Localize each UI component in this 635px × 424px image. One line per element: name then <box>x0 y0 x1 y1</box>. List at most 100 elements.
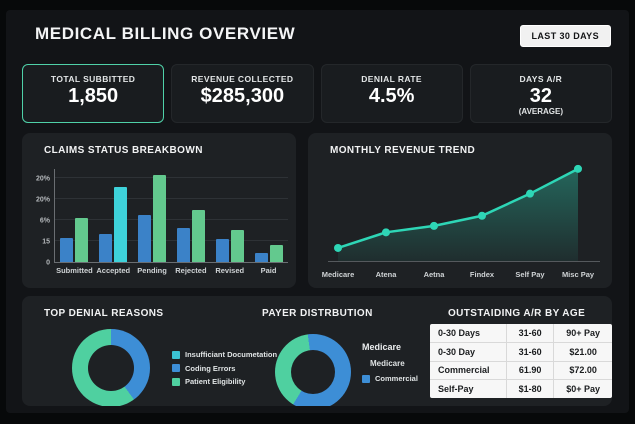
gridline <box>55 198 288 199</box>
kpi-subtext: (AVERAGE) <box>518 107 564 116</box>
table-cell: 0-30 Day <box>430 342 507 362</box>
table-cell: 31-60 <box>506 324 555 343</box>
kpi-label: DENIAL RATE <box>361 74 422 84</box>
x-axis-label: Rejected <box>175 266 207 275</box>
bar <box>153 175 167 262</box>
bar-group: Rejected <box>171 169 210 275</box>
legend-item: Commercial <box>362 372 418 386</box>
payer-distribution-donut <box>275 334 351 406</box>
table-cell: 0-30 Days <box>430 324 507 343</box>
bottom-panel: TOP DENIAL REASONS Insufficiant Documeta… <box>22 296 612 406</box>
table-row: Self-Pay $1-80 $0+ Pay <box>430 379 612 398</box>
y-tick-label: 20% <box>35 196 50 204</box>
bar <box>75 218 89 262</box>
table-cell: $1-80 <box>506 379 555 398</box>
bar-group: Paid <box>249 169 288 275</box>
payer-distribution-title: PAYER DISTRBUTION <box>262 308 373 319</box>
bar <box>191 210 205 262</box>
x-axis-label: Accepted <box>96 266 131 275</box>
x-axis-label: Pending <box>137 266 167 275</box>
bar <box>114 186 128 262</box>
data-point <box>478 211 486 220</box>
claims-status-title: CLAIMS STATUS BREAKBOWN <box>44 145 203 156</box>
payer-label-medicare-2: Medicare <box>370 359 405 368</box>
bar <box>176 227 190 262</box>
kpi-label: DAYS A/R <box>519 74 563 84</box>
x-axis-label: Medicare <box>321 270 355 279</box>
claims-y-axis: 0 15 6% 20% 20% <box>26 169 50 267</box>
kpi-value: $285,300 <box>200 85 285 107</box>
bar <box>269 244 283 262</box>
revenue-trend-title: MONTHLY REVENUE TREND <box>330 145 476 156</box>
claims-status-panel: CLAIMS STATUS BREAKBOWN 0 15 6% 20% 20% Subm… <box>22 133 296 288</box>
table-cell: $0+ Pay <box>566 384 601 394</box>
table-cell: 90+ Pay <box>553 324 612 343</box>
revenue-trend-panel: MONTHLY REVENUE TREND Medicare Atena Aetna… <box>308 133 612 288</box>
x-axis-label: Misc Pay <box>561 270 595 279</box>
date-range-button[interactable]: LAST 30 DAYS <box>519 25 611 47</box>
gridline <box>55 240 288 241</box>
kpi-row: TOTAL SUBBITTED 1,850 REVENUE COLLECTED … <box>22 64 612 123</box>
x-axis-label: Aetna <box>423 270 445 279</box>
table-cell: 31-60 <box>506 342 555 362</box>
payer-label-medicare: Medicare <box>362 342 402 352</box>
legend-label: Commercial <box>375 374 418 384</box>
bar <box>60 237 74 262</box>
gridline <box>55 219 288 220</box>
table-row: Commercial 61.90 $72.00 <box>430 361 612 380</box>
y-tick-label: 0 <box>46 259 50 267</box>
legend-swatch <box>172 350 180 359</box>
data-point <box>382 228 390 237</box>
revenue-x-axis: Medicare Atena Aetna Findex Self Pay Misc Pay <box>322 270 600 280</box>
x-axis-label: Self Pay <box>515 270 545 279</box>
ar-table-body: 0-30 Days 31-60 90+ Pay 0-30 Day 31-60 $21.00… <box>430 324 612 398</box>
ar-by-age-title: OUTSTAIDING A/R BY AGE <box>448 308 586 319</box>
y-tick-label: 20% <box>35 175 50 183</box>
kpi-card-denial-rate: DENIAL RATE 4.5% <box>320 64 463 123</box>
kpi-value: 4.5% <box>368 85 415 107</box>
legend-item: Patient Eligibility <box>172 375 277 389</box>
x-axis-label: Paid <box>260 266 277 275</box>
kpi-card-revenue-collected: REVENUE COLLECTED $285,300 <box>171 64 314 123</box>
table-cell: $72.00 <box>553 361 612 380</box>
bar-group: Revised <box>210 169 249 275</box>
bar-group: Submitted <box>55 169 94 275</box>
kpi-card-total-submitted: TOTAL SUBBITTED 1,850 <box>22 64 165 123</box>
bar <box>99 234 113 262</box>
kpi-value: 1,850 <box>68 85 119 107</box>
legend-swatch <box>172 364 180 373</box>
claims-bar-chart: Submitted Accepted Pending Rejected Revised P… <box>54 169 288 275</box>
table-cell: 61.90 <box>506 361 555 380</box>
payer-legend: Commercial <box>362 372 418 386</box>
kpi-card-days-ar: DAYS A/R 32 (AVERAGE) <box>469 64 612 123</box>
data-point <box>430 221 438 230</box>
bar <box>215 239 229 262</box>
table-cell: Self-Pay <box>430 379 507 398</box>
x-axis-label: Atena <box>375 270 397 279</box>
bar-group: Accepted <box>94 169 133 275</box>
kpi-label: REVENUE COLLECTED <box>191 74 294 84</box>
kpi-label: TOTAL SUBBITTED <box>50 74 136 84</box>
data-point <box>574 164 582 173</box>
x-axis-label: Revised <box>215 266 245 275</box>
x-axis-label: Submitted <box>56 266 93 275</box>
legend-item: Coding Errors <box>172 362 277 376</box>
legend-label: Patient Eligibility <box>185 377 246 387</box>
legend-label: Insufficiant Documetation <box>185 350 278 360</box>
bar <box>254 252 268 262</box>
bar <box>230 230 244 262</box>
ar-by-age-table: 0-30 Days 31-60 90+ Pay 0-30 Day 31-60 $21.00… <box>430 324 612 398</box>
x-axis-label: Findex <box>469 270 495 279</box>
revenue-line-svg <box>328 164 600 262</box>
kpi-value: 32 <box>529 85 552 107</box>
page-title: MEDICAL BILLING OVERVIEW <box>35 24 296 43</box>
revenue-line-chart <box>328 161 600 263</box>
table-header-row: 0-30 Days 31-60 90+ Pay <box>430 324 612 343</box>
y-tick-label: 6% <box>39 217 50 225</box>
table-cell: Commercial <box>430 361 507 380</box>
table-cell: $21.00 <box>553 342 612 362</box>
legend-swatch <box>362 374 370 383</box>
denial-reasons-donut <box>72 329 150 406</box>
bar-group: Pending <box>133 169 172 275</box>
